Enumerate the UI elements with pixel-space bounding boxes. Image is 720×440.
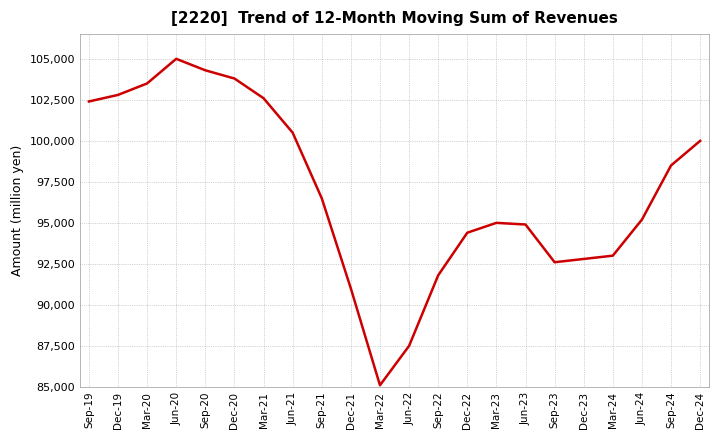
Title: [2220]  Trend of 12-Month Moving Sum of Revenues: [2220] Trend of 12-Month Moving Sum of R… bbox=[171, 11, 618, 26]
Y-axis label: Amount (million yen): Amount (million yen) bbox=[11, 145, 24, 276]
